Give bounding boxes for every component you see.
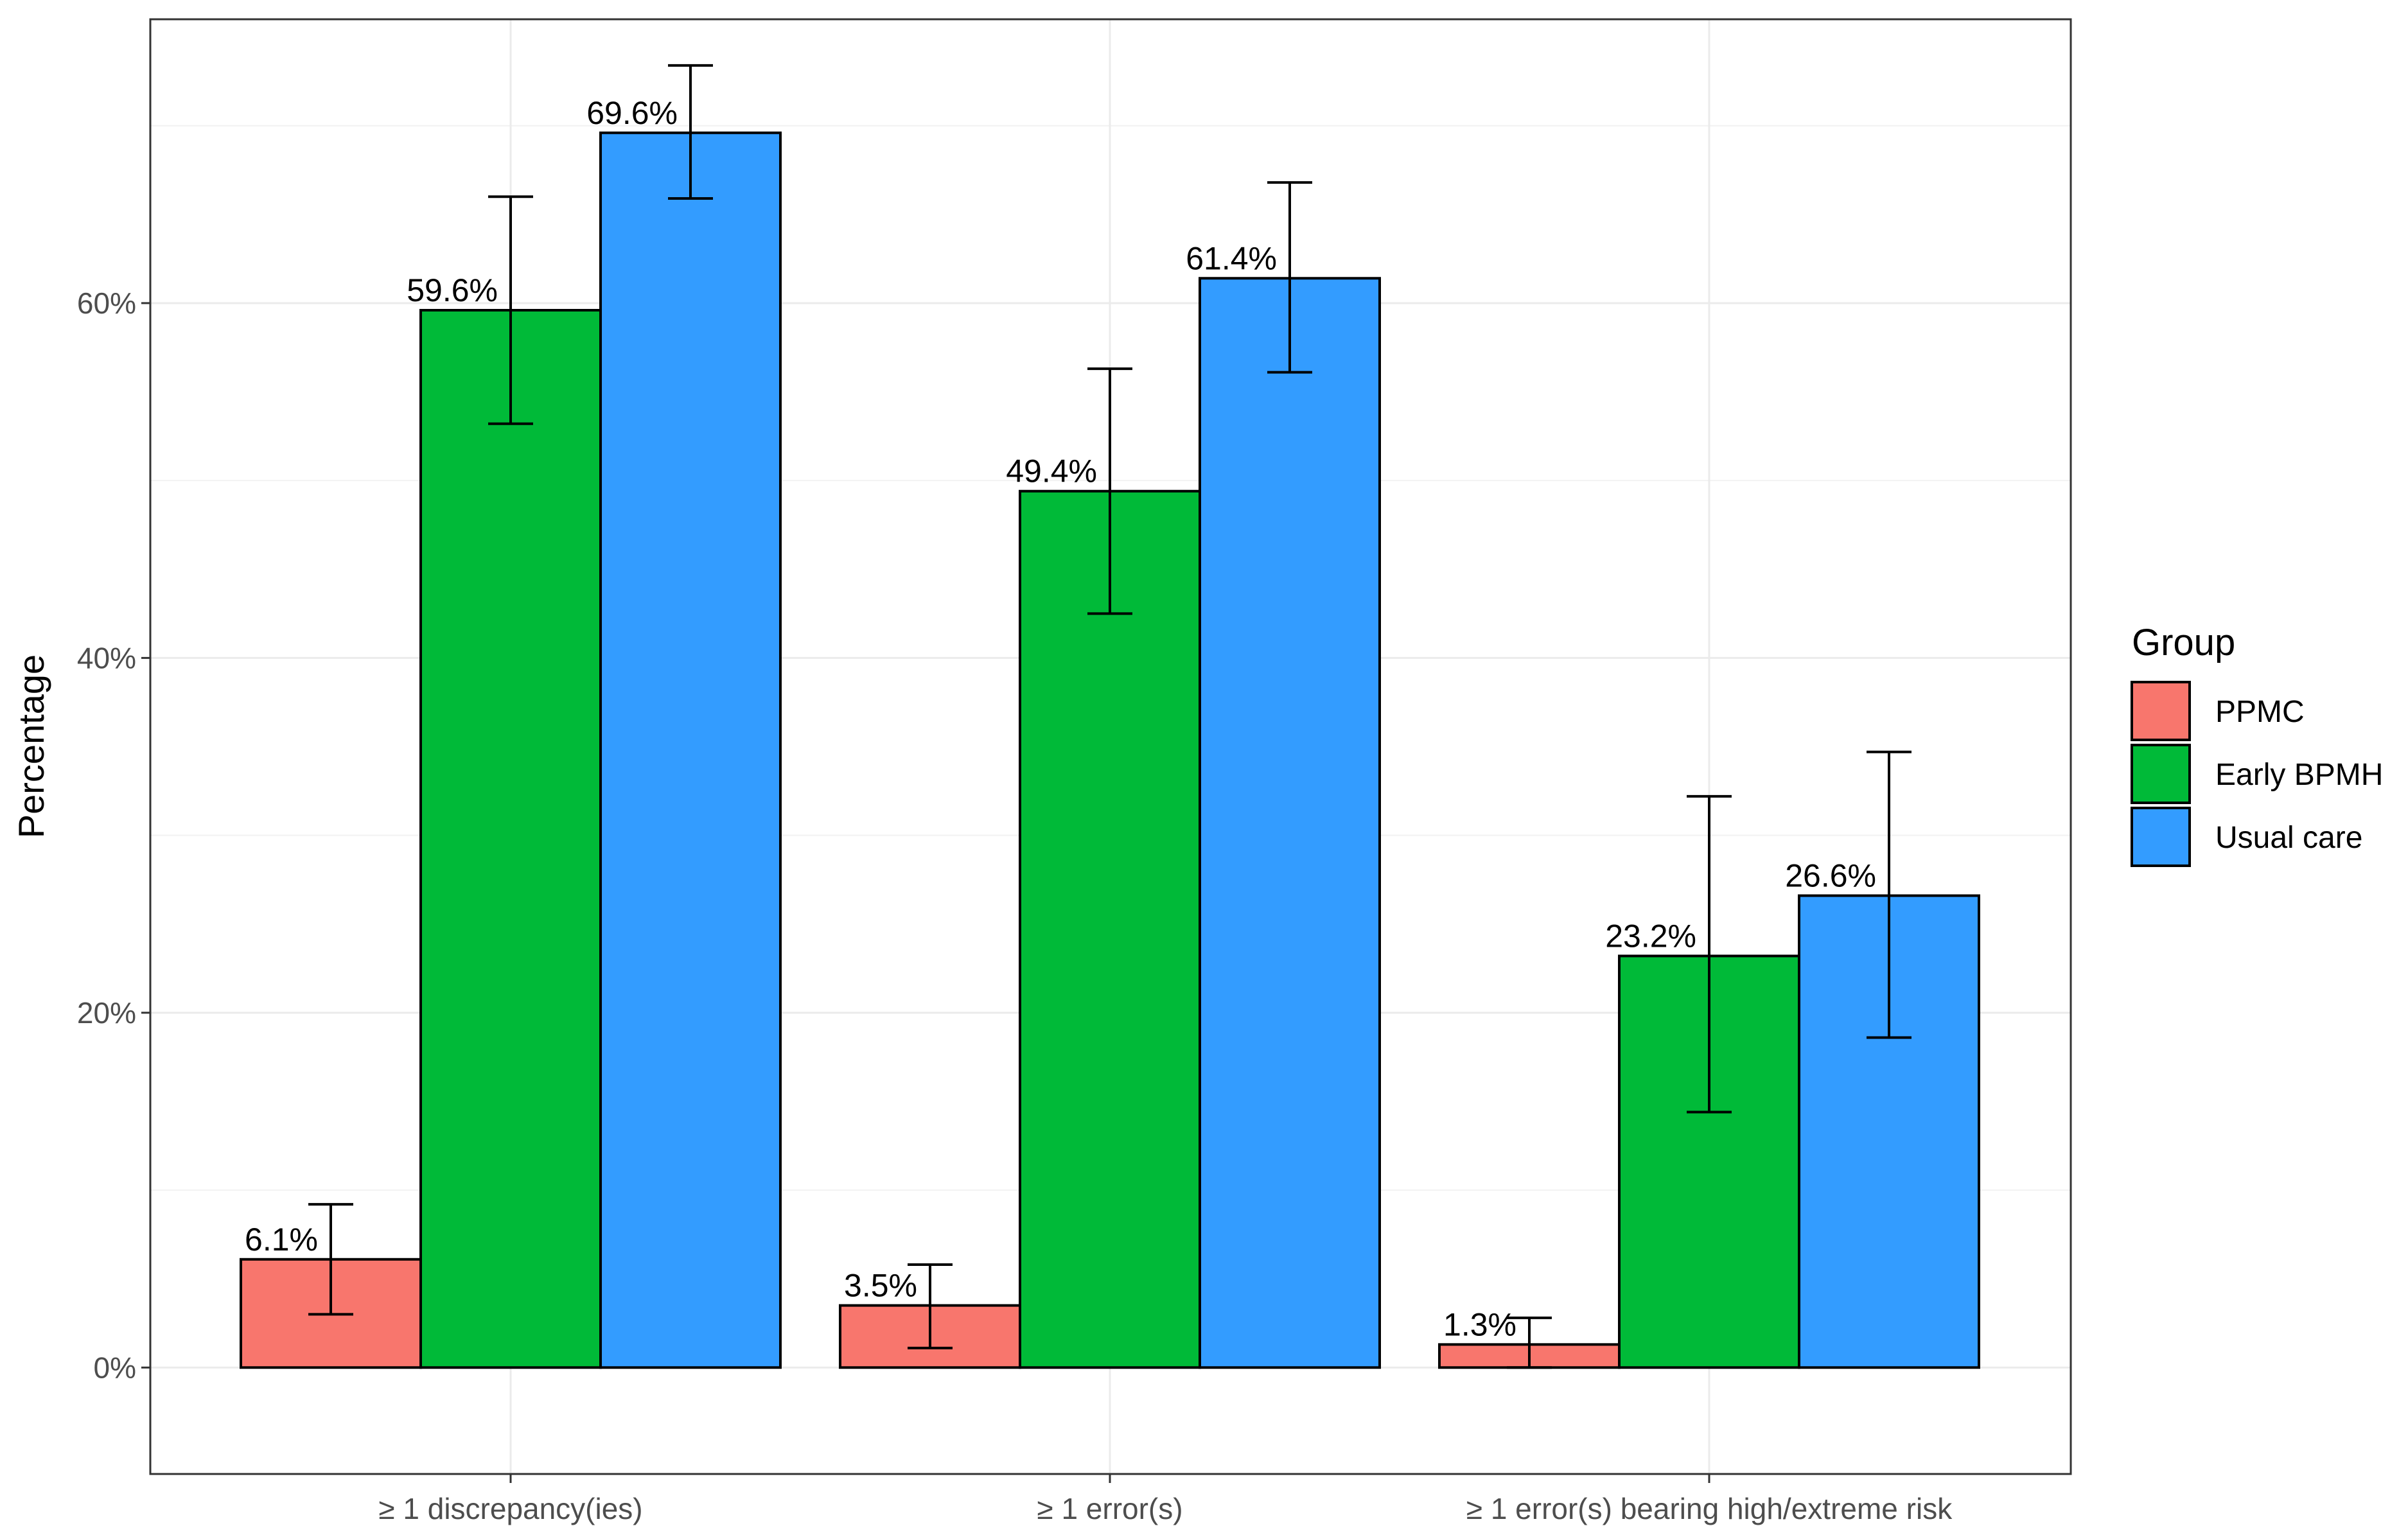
- error-bar: [1267, 181, 1312, 374]
- legend-label: Usual care: [2215, 821, 2362, 855]
- legend-label: PPMC: [2215, 695, 2305, 729]
- error-bar: [1087, 367, 1132, 615]
- bar-value-label: 6.1%: [245, 1222, 318, 1258]
- bar-value-label: 59.6%: [407, 272, 498, 308]
- error-bar: [1867, 750, 1911, 1039]
- error-bar: [908, 1263, 953, 1349]
- legend: Group PPMC Early BPMH Usual care: [2131, 622, 2383, 867]
- legend-label: Early BPMH: [2215, 758, 2383, 792]
- bar-labels-layer: 6.1% 3.5% 1.3% 59.6% 49.4% 23.2% 69.6% 61.4% 26.…: [245, 95, 1876, 1343]
- axis-layer: 0% 20% 40% 60% ≥ 1 discrepancy(ies) ≥ 1 error…: [77, 286, 1953, 1525]
- bar-value-label: 3.5%: [844, 1268, 917, 1304]
- bar-value-label: 26.6%: [1785, 858, 1876, 894]
- bar-value-label: 49.4%: [1006, 453, 1097, 489]
- bar-early-bpmh: [1019, 489, 1201, 1369]
- y-tick-label: 20%: [77, 996, 136, 1030]
- x-tick-label: ≥ 1 error(s) bearing high/extreme risk: [1466, 1492, 1953, 1525]
- y-tick-label: 40%: [77, 641, 136, 674]
- legend-key-ppmc: [2131, 681, 2191, 741]
- bar-value-label: 23.2%: [1605, 918, 1696, 954]
- x-tick-label: ≥ 1 discrepancy(ies): [378, 1492, 642, 1525]
- y-tick-label: 0%: [94, 1351, 136, 1384]
- bar-value-label: 69.6%: [586, 95, 678, 131]
- error-bar: [1507, 1316, 1552, 1369]
- y-tick-label: 60%: [77, 286, 136, 320]
- x-tick-label: ≥ 1 error(s): [1037, 1492, 1182, 1525]
- y-axis-title: Percentage: [11, 654, 51, 838]
- bar-early-bpmh: [419, 309, 602, 1369]
- error-bar: [308, 1203, 353, 1316]
- legend-key-usual-care: [2131, 807, 2191, 867]
- error-bar: [488, 195, 533, 425]
- bar-usual-care: [599, 131, 782, 1369]
- bars-layer: [240, 131, 1980, 1369]
- error-bar: [1687, 794, 1732, 1114]
- error-bar: [668, 64, 713, 200]
- legend-key-early-bpmh: [2131, 744, 2191, 804]
- legend-title: Group: [2132, 622, 2235, 663]
- bar-value-label: 61.4%: [1186, 240, 1277, 276]
- error-bars-layer: [308, 64, 1911, 1369]
- bar-usual-care: [1199, 277, 1381, 1369]
- bar-value-label: 1.3%: [1443, 1306, 1516, 1342]
